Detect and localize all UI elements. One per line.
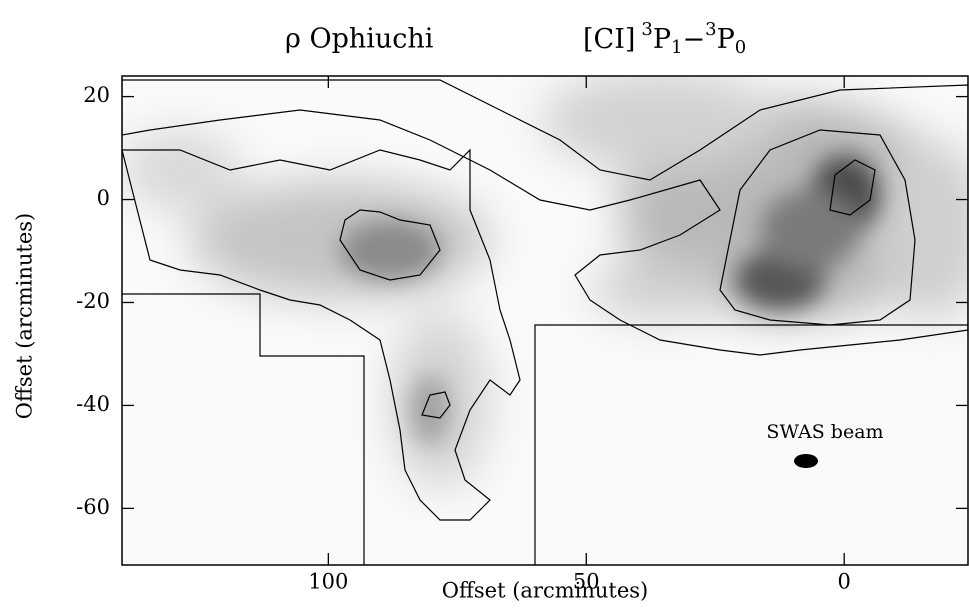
emission-map bbox=[122, 76, 968, 565]
title-sep: − bbox=[682, 24, 705, 55]
title: ρ Ophiuchi [CI] 3P1−3P0 bbox=[285, 19, 746, 58]
contour bbox=[339, 209, 441, 281]
title-sup: 3 bbox=[705, 19, 716, 40]
title-source: ρ Ophiuchi bbox=[285, 24, 434, 55]
x-axis-label: Offset (arcminutes) bbox=[442, 579, 648, 603]
x-tick-label: 0 bbox=[838, 570, 851, 594]
y-tick-label: -20 bbox=[76, 289, 110, 313]
coverage-boundary bbox=[122, 293, 365, 565]
contour bbox=[719, 129, 916, 326]
contour bbox=[122, 148, 521, 521]
title-term: P bbox=[653, 24, 671, 55]
y-tick-label: 20 bbox=[83, 83, 110, 107]
title-term: P bbox=[717, 24, 735, 55]
contour bbox=[829, 159, 876, 216]
x-tick-label: 100 bbox=[308, 570, 348, 594]
title-species: [CI] bbox=[583, 24, 635, 55]
title-sub: 0 bbox=[735, 37, 746, 58]
beam bbox=[794, 454, 818, 468]
annotation: SWAS beam bbox=[766, 421, 883, 443]
plot-frame bbox=[121, 75, 969, 566]
title-line: [CI] 3P1−3P0 bbox=[583, 19, 746, 58]
contour bbox=[421, 391, 451, 419]
x-tick-label: 50 bbox=[573, 570, 600, 594]
title-sup: 3 bbox=[641, 19, 652, 40]
y-tick-label: -40 bbox=[76, 392, 110, 416]
y-tick-label: 0 bbox=[97, 186, 110, 210]
title-sub: 1 bbox=[671, 37, 682, 58]
y-tick-label: -60 bbox=[76, 495, 110, 519]
coverage-boundary bbox=[534, 324, 968, 565]
y-axis-label: Offset (arcminutes) bbox=[13, 213, 37, 419]
contour bbox=[122, 79, 968, 356]
